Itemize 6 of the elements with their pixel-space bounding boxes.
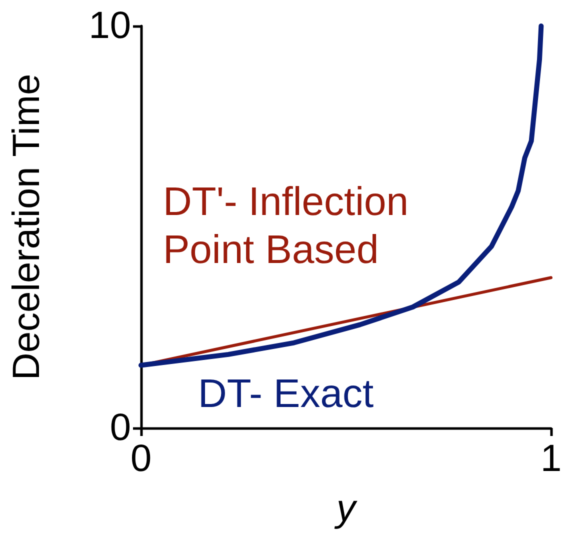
- y-tick-label: 10: [88, 5, 131, 47]
- x-axis-title: y: [334, 488, 358, 530]
- series-label: DT- Exact: [198, 372, 374, 416]
- series-label: DT'- Inflection Point Based: [163, 180, 420, 272]
- x-tick-label: 1: [540, 438, 562, 480]
- y-axis-title: Deceleration Time: [6, 74, 48, 380]
